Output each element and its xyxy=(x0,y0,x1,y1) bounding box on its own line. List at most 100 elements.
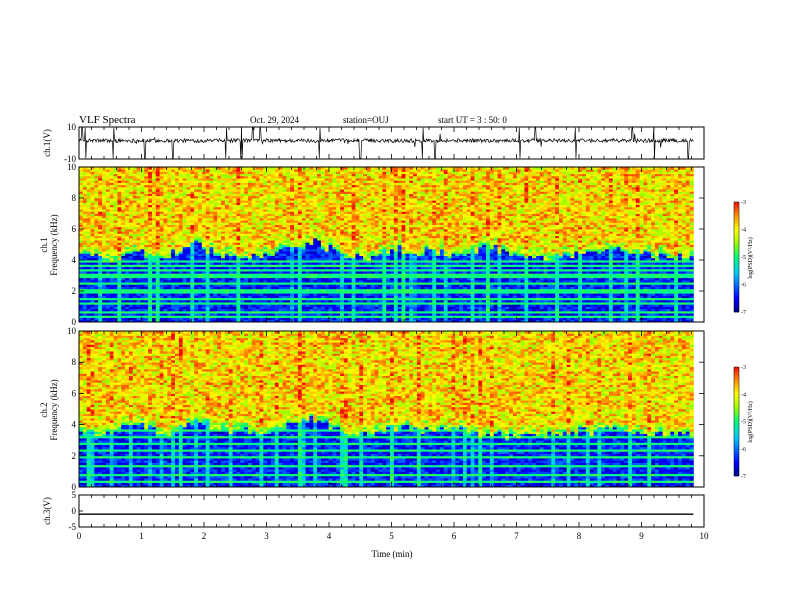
spectrogram-cell xyxy=(247,206,253,210)
spectrogram-cell xyxy=(278,244,283,248)
spectrogram-cell xyxy=(190,246,195,250)
spectrogram-cell xyxy=(159,310,164,314)
spectrogram-cell xyxy=(224,220,230,223)
spectrogram-cell xyxy=(294,173,299,177)
spectrogram-cell xyxy=(148,304,153,307)
spectrogram-cell xyxy=(155,204,161,208)
spectrogram-cell xyxy=(113,198,118,201)
spectrogram-cell xyxy=(117,306,122,310)
spectrogram-cell xyxy=(343,313,349,316)
spectrogram-cell xyxy=(343,204,349,208)
spectrogram-cell xyxy=(86,231,91,234)
spectrogram-cell xyxy=(178,222,184,225)
spectrogram-cell xyxy=(167,313,172,316)
spectrogram-cell xyxy=(294,246,299,250)
spectrogram-cell xyxy=(270,200,276,203)
spectrogram-cell xyxy=(205,244,210,248)
spectrogram-cell xyxy=(171,277,176,281)
spectrogram-cell xyxy=(270,213,276,217)
spectrogram-cell xyxy=(98,211,103,214)
spectrogram-cell xyxy=(343,231,349,234)
spectrogram-cell xyxy=(82,284,88,287)
spectrogram-cell xyxy=(105,186,111,190)
spectrogram-cell xyxy=(194,167,199,170)
spectrogram-cell xyxy=(263,195,268,199)
spectrogram-cell xyxy=(317,222,322,225)
spectrogram-cell xyxy=(186,180,191,183)
spectrogram-cell xyxy=(244,198,249,201)
spectrogram-cell xyxy=(190,211,195,214)
spectrogram-cell xyxy=(309,226,314,230)
spectrogram-cell xyxy=(98,295,103,299)
spectrogram-cell xyxy=(121,182,126,186)
spectrogram-cell xyxy=(113,206,118,210)
spectrogram-cell xyxy=(282,186,287,190)
spectrogram-cell xyxy=(175,193,180,197)
spectrogram-cell xyxy=(317,224,322,228)
spectrogram-cell xyxy=(297,248,303,252)
spectrogram-cell xyxy=(255,262,260,265)
spectrogram-cell xyxy=(278,231,283,234)
spectrogram-cell xyxy=(102,184,107,188)
spectrogram-cell xyxy=(328,284,333,287)
spectrogram-cell xyxy=(128,213,134,217)
spectrogram-cell xyxy=(186,264,191,268)
spectrogram-cell xyxy=(128,299,134,303)
spectrogram-cell xyxy=(144,231,149,234)
spectrogram-cell xyxy=(343,224,349,228)
spectrogram-cell xyxy=(274,226,280,230)
spectrogram-cell xyxy=(305,299,310,303)
spectrogram-cell xyxy=(105,191,111,194)
spectrogram-cell xyxy=(175,211,180,214)
spectrogram-cell xyxy=(247,169,253,172)
spectrogram-cell xyxy=(94,282,99,285)
spectrogram-cell xyxy=(297,173,303,177)
spectrogram-cell xyxy=(286,191,291,194)
spectrogram-cell xyxy=(286,310,291,314)
spectrogram-cell xyxy=(294,308,299,312)
spectrogram-cell xyxy=(190,315,195,318)
spectrogram-cell xyxy=(171,251,176,254)
spectrogram-cell xyxy=(343,308,349,312)
spectrogram-cell xyxy=(301,244,306,248)
spectrogram-cell xyxy=(343,217,349,221)
spectrogram-cell xyxy=(213,244,218,248)
spectrogram-cell xyxy=(255,231,260,234)
spectrogram-cell xyxy=(94,295,99,299)
spectrogram-cell xyxy=(209,248,214,252)
spectrogram-cell xyxy=(278,224,283,228)
spectrogram-cell xyxy=(144,175,149,179)
spectrogram-cell xyxy=(132,262,137,265)
spectrogram-cell xyxy=(332,251,337,254)
spectrogram-cell xyxy=(290,315,295,318)
spectrogram-cell xyxy=(121,284,126,287)
spectrogram-cell xyxy=(324,217,329,221)
spectrogram-cell xyxy=(136,293,141,296)
spectrogram-cell xyxy=(136,198,141,201)
spectrogram-cell xyxy=(278,220,283,223)
spectrogram-cell xyxy=(309,182,314,186)
spectrogram-cell xyxy=(294,213,299,217)
spectrogram-cell xyxy=(328,171,333,175)
spectrogram-cell xyxy=(320,313,326,316)
spectrogram-cell xyxy=(155,284,161,287)
spectrogram-cell xyxy=(320,167,326,170)
spectrogram-cell xyxy=(224,268,230,272)
date-label: Oct. 29, 2024 xyxy=(250,115,299,125)
spectrogram-cell xyxy=(240,182,245,186)
spectrogram-cell xyxy=(259,195,264,199)
spectrogram-cell xyxy=(301,231,306,234)
spectrogram-cell xyxy=(251,193,257,197)
spectrogram-cell xyxy=(205,206,210,210)
spectrogram-cell xyxy=(102,299,107,303)
spectrogram-cell xyxy=(148,240,153,243)
spectrogram-cell xyxy=(221,310,226,314)
spectrogram-cell xyxy=(290,299,295,303)
spectrogram-cell xyxy=(255,271,260,274)
spectrogram-cell xyxy=(105,286,111,290)
spectrogram-cell xyxy=(240,226,245,230)
spectrogram-cell xyxy=(136,315,141,318)
spectrogram-cell xyxy=(309,193,314,197)
spectrogram-cell xyxy=(251,306,257,310)
spectrogram-cell xyxy=(175,200,180,203)
